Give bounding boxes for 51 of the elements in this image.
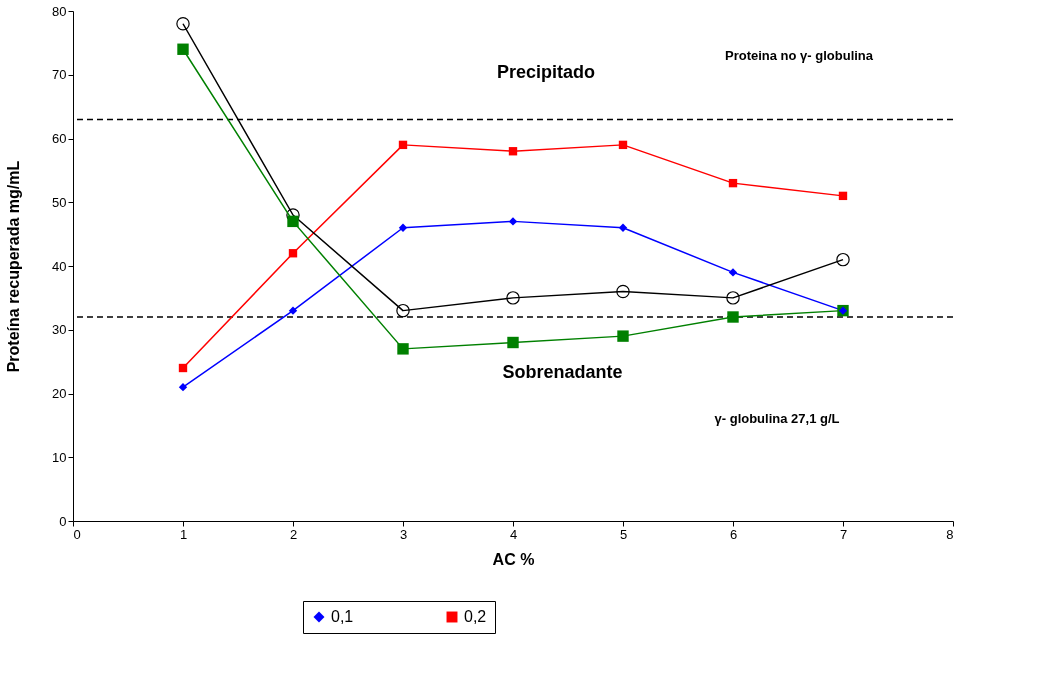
y-tick-label: 70 [52, 67, 67, 83]
y-tick-label: 0 [59, 513, 67, 529]
legend-label: 0,2 [464, 608, 487, 625]
y-axis-title: Proteína recuperada mg/mL [5, 160, 23, 373]
x-tick-label: 1 [179, 526, 188, 542]
point [617, 330, 629, 342]
point [176, 17, 190, 31]
point [728, 178, 738, 188]
y-tick-label: 10 [52, 449, 67, 465]
point [616, 284, 630, 299]
point [506, 291, 520, 305]
point [508, 147, 518, 156]
point [287, 215, 299, 228]
point [398, 140, 408, 150]
x-tick-label: 5 [619, 526, 628, 542]
y-tick-label: 50 [52, 194, 67, 210]
y-tick-label: 60 [52, 131, 67, 146]
y-tick-label: 80 [52, 3, 67, 19]
point [508, 217, 518, 226]
legend-label: 0,1 [331, 608, 354, 625]
point [396, 303, 410, 318]
annotation: Proteina no γ- globulina [724, 47, 874, 63]
point [836, 252, 850, 267]
x-tick-label: 7 [839, 526, 848, 542]
y-tick-label: 40 [52, 258, 67, 274]
point [838, 191, 848, 201]
point [727, 311, 739, 323]
point [397, 343, 409, 355]
annotation: Precipitado [496, 62, 596, 83]
point [398, 223, 408, 232]
x-tick-label: 4 [509, 526, 518, 542]
x-tick-label: 2 [289, 526, 298, 542]
point [618, 223, 628, 232]
point [726, 291, 740, 305]
point [177, 43, 189, 55]
point [507, 336, 519, 349]
point [288, 249, 298, 258]
point [288, 306, 298, 315]
y-tick-label: 20 [52, 386, 67, 401]
y-tick-label: 30 [52, 322, 67, 338]
point [178, 363, 188, 373]
point [618, 140, 628, 150]
x-tick-label: 3 [399, 526, 408, 542]
point [728, 268, 738, 277]
x-tick-label: 6 [729, 526, 738, 542]
x-tick-label: 0 [73, 526, 81, 542]
annotation: γ- globulina 27,1 g/L [714, 411, 840, 426]
annotation: Sobrenadante [502, 362, 623, 383]
x-tick-label: 8 [946, 526, 954, 542]
x-axis-title: AC % [492, 550, 535, 568]
point [178, 382, 188, 392]
